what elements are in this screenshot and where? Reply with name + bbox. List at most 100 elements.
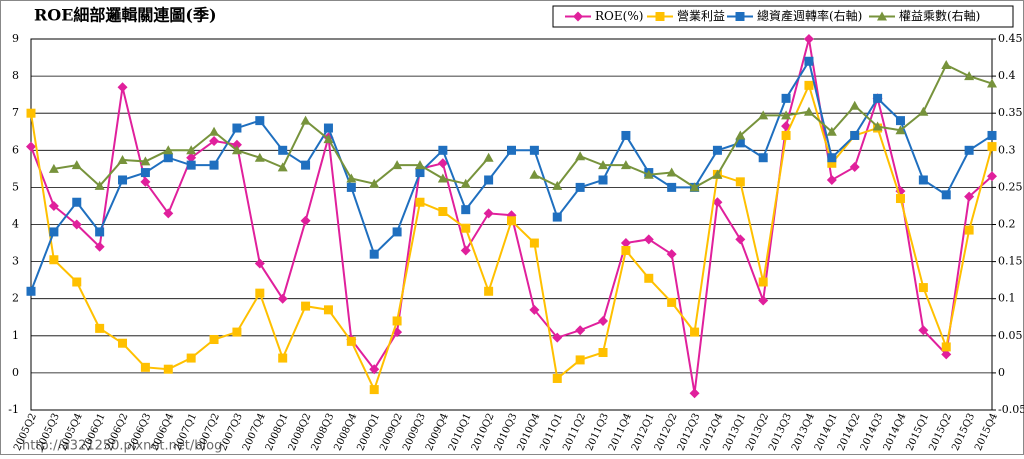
triangle-marker	[781, 110, 792, 120]
triangle-marker	[323, 134, 334, 144]
legend-box	[552, 5, 1014, 28]
square-marker	[461, 205, 471, 215]
diamond-marker	[573, 11, 583, 22]
square-marker	[301, 160, 311, 170]
square-marker	[941, 342, 951, 352]
triangle-marker	[529, 169, 540, 179]
legend-label: 營業利益	[677, 9, 725, 23]
triangle-marker	[552, 180, 563, 190]
triangle-marker	[209, 126, 220, 136]
triangle-marker	[437, 173, 448, 183]
diamond-marker	[163, 208, 174, 219]
square-marker	[575, 355, 585, 365]
square-marker	[232, 123, 242, 133]
y2-tick-label: 0.25	[998, 180, 1023, 193]
square-marker	[346, 336, 356, 346]
square-marker	[484, 175, 494, 185]
triangle-marker	[277, 162, 288, 172]
diamond-marker	[826, 174, 837, 185]
square-marker	[552, 212, 562, 222]
square-marker	[529, 238, 539, 248]
diamond-marker	[849, 161, 860, 172]
square-marker	[140, 362, 150, 372]
triangle-marker	[872, 121, 883, 131]
y2-tick-label: 0.15	[998, 255, 1023, 268]
square-marker	[323, 123, 333, 133]
diamond-marker	[666, 249, 677, 260]
square-marker	[621, 130, 631, 140]
diamond-marker	[94, 241, 105, 252]
square-marker	[804, 56, 814, 66]
diamond-marker	[735, 234, 746, 245]
diamond-marker	[964, 191, 975, 202]
square-marker	[552, 373, 562, 383]
diamond-marker	[803, 34, 814, 44]
diamond-marker	[71, 219, 82, 230]
triangle-marker	[346, 173, 357, 183]
square-marker	[758, 277, 768, 287]
square-marker	[484, 286, 494, 296]
diamond-marker	[460, 245, 471, 256]
diamond-marker	[643, 234, 654, 245]
triangle-marker	[392, 160, 403, 170]
square-marker	[575, 182, 585, 192]
square-marker	[255, 288, 265, 298]
triangle-marker	[803, 106, 814, 116]
square-marker	[918, 175, 928, 185]
legend-label: ROE(%)	[595, 9, 643, 23]
triangle-marker	[826, 126, 837, 136]
square-marker	[667, 297, 677, 307]
diamond-marker	[300, 215, 311, 226]
triangle-marker	[689, 182, 700, 192]
square-marker	[644, 273, 654, 283]
y2-tick-label: 0.45	[998, 32, 1023, 45]
square-marker	[827, 153, 837, 163]
diamond-marker	[140, 176, 151, 187]
square-marker	[186, 160, 196, 170]
diamond-marker	[575, 325, 586, 336]
square-marker	[369, 249, 379, 259]
y2-tick-label: 0.4	[998, 69, 1016, 82]
square-marker	[781, 93, 791, 103]
square-marker	[323, 305, 333, 315]
square-marker	[415, 197, 425, 207]
triangle-marker	[918, 106, 929, 116]
diamond-marker	[941, 349, 952, 360]
square-marker	[301, 301, 311, 311]
y-tick-label: 0	[12, 366, 19, 379]
triangle-marker	[941, 59, 952, 69]
triangle-marker	[140, 156, 151, 166]
triangle-marker	[369, 178, 380, 188]
square-marker	[369, 385, 379, 395]
square-marker	[26, 108, 36, 118]
diamond-marker	[48, 200, 59, 211]
triangle-marker	[460, 178, 471, 188]
y-tick-label: 8	[12, 69, 19, 82]
triangle-marker	[877, 11, 887, 21]
square-marker	[895, 194, 905, 204]
triangle-marker	[666, 167, 677, 177]
square-marker	[140, 168, 150, 178]
square-marker	[415, 168, 425, 178]
y-tick-label: 1	[12, 329, 19, 342]
square-marker	[895, 116, 905, 126]
y2-tick-label: 0	[998, 366, 1005, 379]
square-marker	[690, 327, 700, 337]
triangle-marker	[300, 115, 311, 125]
chart-title: ROE細部邏輯關連圖(季)	[34, 6, 217, 25]
diamond-marker	[598, 315, 609, 326]
triangle-marker	[712, 169, 723, 179]
y2-tick-label: -0.05	[998, 403, 1024, 416]
watermark: http://a321250.pixnet.net/blog	[22, 439, 222, 454]
y-tick-label: 2	[12, 292, 19, 305]
diamond-marker	[186, 152, 197, 163]
square-marker	[735, 138, 745, 148]
square-marker	[964, 225, 974, 235]
y2-tick-label: 0.3	[998, 143, 1016, 156]
square-marker	[758, 153, 768, 163]
square-marker	[873, 93, 883, 103]
square-marker	[438, 207, 448, 217]
square-marker	[163, 364, 173, 374]
y2-tick-label: 0.05	[998, 329, 1023, 342]
